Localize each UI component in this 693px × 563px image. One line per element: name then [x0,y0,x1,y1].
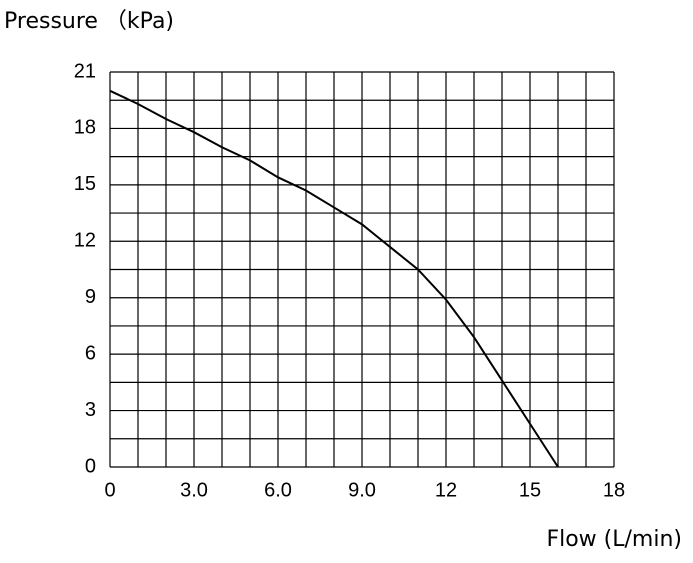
line [109,89,559,468]
x-tick-label: 15 [519,479,541,501]
y-axis-title: Pressure （kPa) [4,9,174,34]
x-tick-label: 18 [603,479,625,501]
y-tick-label: 12 [74,230,96,252]
x-tick-label: 6.0 [264,479,292,501]
y-tick-label: 15 [74,173,96,195]
y-tick-label: 9 [85,286,96,308]
x-tick-label: 9.0 [348,479,376,501]
x-axis-title: Flow (L/min) [546,527,682,552]
y-tick-label: 21 [74,60,96,82]
y-tick-label: 18 [74,117,96,139]
x-tick-label: 12 [435,479,457,501]
x-tick-label: 0 [104,479,115,501]
y-tick-label: 6 [85,342,96,364]
y-tick-label: 0 [85,455,96,477]
x-tick-label: 3.0 [180,479,208,501]
y-tick-label: 3 [85,399,96,421]
